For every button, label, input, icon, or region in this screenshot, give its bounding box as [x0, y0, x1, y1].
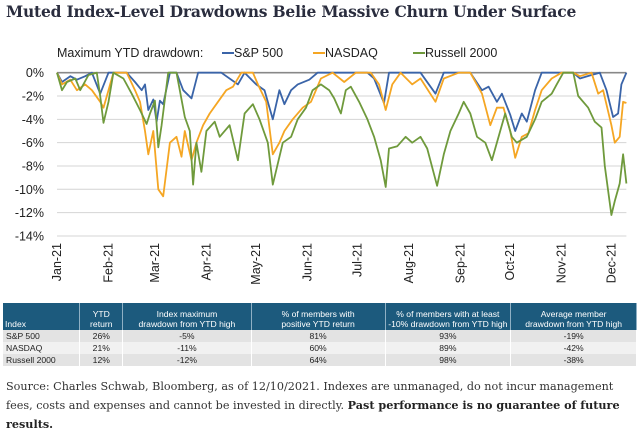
column-header-text: % of members with at least [396, 309, 500, 319]
summary-table: Index YTD return Index maximum drawdown from… [3, 303, 637, 366]
x-tick-label: Jul-21 [350, 243, 364, 277]
x-tick-label: Aug-21 [402, 243, 416, 283]
column-header-text: -10% drawdown from YTD high [388, 319, 508, 329]
series-line-nasdaq [56, 71, 627, 198]
column-header-text: drawdown from YTD high [525, 319, 623, 329]
gridlines [57, 71, 627, 237]
table-cell: -5% [122, 330, 252, 342]
table-cell: 93% [385, 330, 512, 342]
series-line-s-p-500 [56, 71, 628, 132]
x-tick-label: Apr-21 [199, 243, 213, 281]
y-tick-label: -4% [22, 113, 44, 127]
x-tick-label: Jan-21 [50, 243, 64, 281]
x-axis-ticks: Jan-21 Feb-21 Mar-21 Apr-21 May-21 Jun-21 Jul-… [50, 243, 618, 285]
column-header: % of members with positive YTD return [251, 303, 386, 330]
table-header-row: Index YTD return Index maximum drawdown from… [3, 303, 637, 330]
x-tick-label: Sep-21 [453, 243, 467, 283]
legend-label: NASDAQ [325, 46, 378, 60]
x-tick-label: Dec-21 [604, 243, 618, 283]
source-text: Source: Charles Schwab, Bloomberg, as of… [6, 380, 614, 412]
x-tick-label: Nov-21 [555, 243, 569, 283]
table-cell: NASDAQ [3, 342, 81, 354]
table-cell: S&P 500 [3, 330, 81, 342]
table-row: Russell 2000 12% -12% 64% 98% -38% [3, 354, 637, 366]
column-header-text: Index maximum [156, 309, 218, 319]
table-cell: -12% [122, 354, 252, 366]
table-cell: -42% [510, 342, 637, 354]
table-cell: 98% [385, 354, 512, 366]
column-header: Average member drawdown from YTD high [510, 303, 637, 330]
table-cell: 26% [79, 330, 124, 342]
y-tick-label: -12% [15, 206, 44, 220]
column-header-text: positive YTD return [281, 319, 355, 329]
column-header: % of members with at least -10% drawdown … [385, 303, 512, 330]
x-tick-label: Oct-21 [503, 243, 517, 281]
source-note: Source: Charles Schwab, Bloomberg, as of… [6, 377, 636, 434]
table-row: S&P 500 26% -5% 81% 93% -19% [3, 330, 637, 342]
table-cell: 81% [251, 330, 386, 342]
table-cell: 64% [251, 354, 386, 366]
table-cell: -38% [510, 354, 637, 366]
column-header: Index maximum drawdown from YTD high [122, 303, 252, 330]
table-cell: Russell 2000 [3, 354, 81, 366]
table-cell: -11% [122, 342, 252, 354]
y-tick-label: -2% [22, 90, 44, 104]
table-cell: 12% [79, 354, 124, 366]
legend-label: Russell 2000 [425, 46, 497, 60]
table-cell: 60% [251, 342, 386, 354]
column-header-text: Average member [540, 309, 607, 319]
y-tick-label: -8% [22, 159, 44, 173]
legend: Maximum YTD drawdown: S&P 500 NASDAQ Russe… [57, 46, 497, 60]
legend-label: S&P 500 [234, 46, 283, 60]
column-header-text: Index [5, 319, 27, 329]
x-tick-label: May-21 [249, 243, 263, 285]
y-tick-label: 0% [26, 66, 44, 80]
table-cell: 89% [385, 342, 512, 354]
y-axis-ticks: 0% -2% -4% -6% -8% -10% -12% -14% [15, 66, 44, 243]
chart-title: Muted Index-Level Drawdowns Belie Massiv… [6, 2, 577, 21]
legend-title: Maximum YTD drawdown: [57, 46, 203, 60]
drawdown-line-chart: Maximum YTD drawdown: S&P 500 NASDAQ Russe… [15, 46, 628, 285]
x-tick-label: Feb-21 [101, 243, 115, 283]
x-tick-label: Jun-21 [301, 243, 315, 281]
column-header-text: YTD [92, 309, 110, 319]
table-cell: -19% [510, 330, 637, 342]
table-row: NASDAQ 21% -11% 60% 89% -42% [3, 342, 637, 354]
column-header-text: % of members with [281, 309, 355, 319]
y-tick-label: -10% [15, 183, 44, 197]
y-tick-label: -14% [15, 229, 44, 243]
column-header: YTD return [79, 303, 124, 330]
column-header-text: return [90, 319, 113, 329]
series-lines [56, 71, 628, 216]
table-cell: 21% [79, 342, 124, 354]
x-tick-label: Mar-21 [148, 243, 162, 283]
column-header: Index [3, 303, 81, 330]
column-header-text: drawdown from YTD high [138, 319, 236, 329]
y-tick-label: -6% [22, 136, 44, 150]
series-line-russell-2000 [56, 71, 628, 216]
